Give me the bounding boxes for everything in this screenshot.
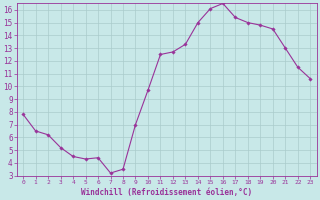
- X-axis label: Windchill (Refroidissement éolien,°C): Windchill (Refroidissement éolien,°C): [81, 188, 252, 197]
